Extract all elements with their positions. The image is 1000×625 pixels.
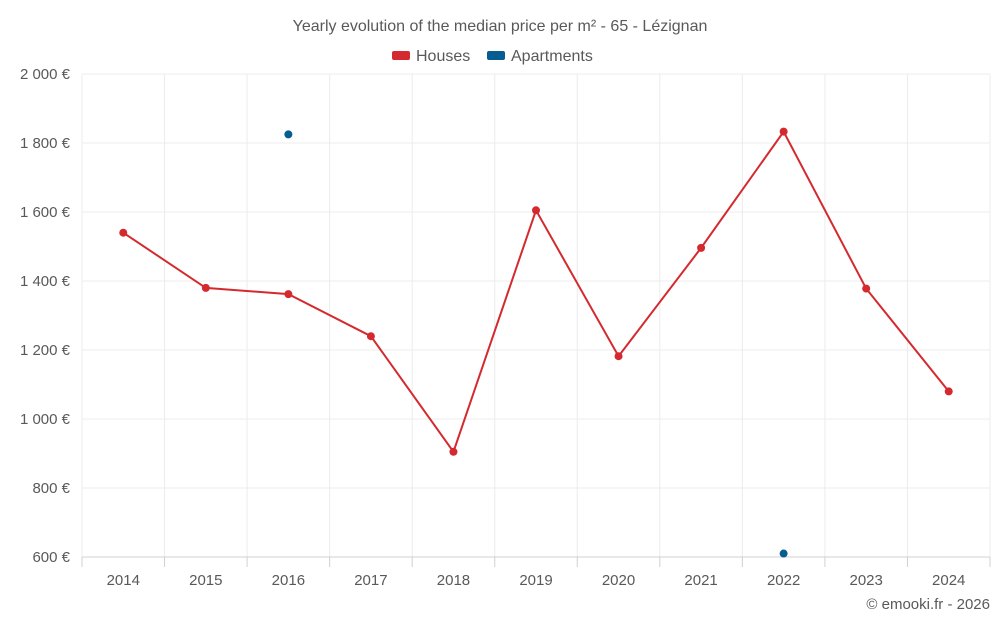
x-tick-label: 2020 xyxy=(602,572,635,589)
data-point-houses[interactable] xyxy=(366,332,375,341)
x-tick-label: 2016 xyxy=(272,572,305,589)
x-tick-label: 2023 xyxy=(849,572,882,589)
data-point-houses[interactable] xyxy=(119,228,128,237)
x-tick-label: 2024 xyxy=(932,572,965,589)
x-tick-label: 2018 xyxy=(437,572,470,589)
data-point-houses[interactable] xyxy=(201,283,210,292)
legend-item-apartments[interactable]: Apartments xyxy=(487,48,593,65)
axes: 600 € 800 € 1 000 € 1 200 € 1 400 € 1 600 € 1 … xyxy=(20,66,991,589)
y-tick-label: 600 € xyxy=(32,549,70,566)
data-point-apartments[interactable] xyxy=(284,130,293,139)
legend-label-apartments: Apartments xyxy=(511,48,593,65)
data-point-houses[interactable] xyxy=(284,290,293,299)
y-tick-label: 1 000 € xyxy=(20,411,71,428)
data-point-houses[interactable] xyxy=(944,387,953,396)
y-tick-label: 2 000 € xyxy=(20,66,71,83)
x-tick-label: 2019 xyxy=(519,572,552,589)
legend-swatch-apartments xyxy=(487,51,505,60)
credit: © emooki.fr - 2026 xyxy=(866,596,990,613)
series xyxy=(119,127,953,558)
x-tick-label: 2015 xyxy=(189,572,222,589)
y-tick-label: 1 200 € xyxy=(20,342,71,359)
x-tick-label: 2014 xyxy=(107,572,140,589)
x-tick-label: 2021 xyxy=(684,572,717,589)
grid xyxy=(81,73,991,557)
legend-item-houses[interactable]: Houses xyxy=(392,48,470,65)
data-point-houses[interactable] xyxy=(779,127,788,136)
y-tick-label: 1 600 € xyxy=(20,204,71,221)
legend-swatch-houses xyxy=(392,51,410,60)
x-tick-label: 2022 xyxy=(767,572,800,589)
data-point-houses[interactable] xyxy=(697,243,706,252)
x-tick-label: 2017 xyxy=(354,572,387,589)
data-point-houses[interactable] xyxy=(532,206,540,215)
data-point-houses[interactable] xyxy=(862,284,871,293)
data-point-houses[interactable] xyxy=(449,447,458,456)
y-tick-label: 1 800 € xyxy=(20,135,71,152)
y-tick-label: 800 € xyxy=(32,480,70,497)
chart-title: Yearly evolution of the median price per… xyxy=(293,18,708,35)
legend: Houses Apartments xyxy=(392,48,593,65)
y-tick-label: 1 400 € xyxy=(20,273,71,290)
legend-label-houses: Houses xyxy=(416,48,470,65)
data-point-houses[interactable] xyxy=(614,352,623,361)
data-point-apartments[interactable] xyxy=(779,549,788,558)
